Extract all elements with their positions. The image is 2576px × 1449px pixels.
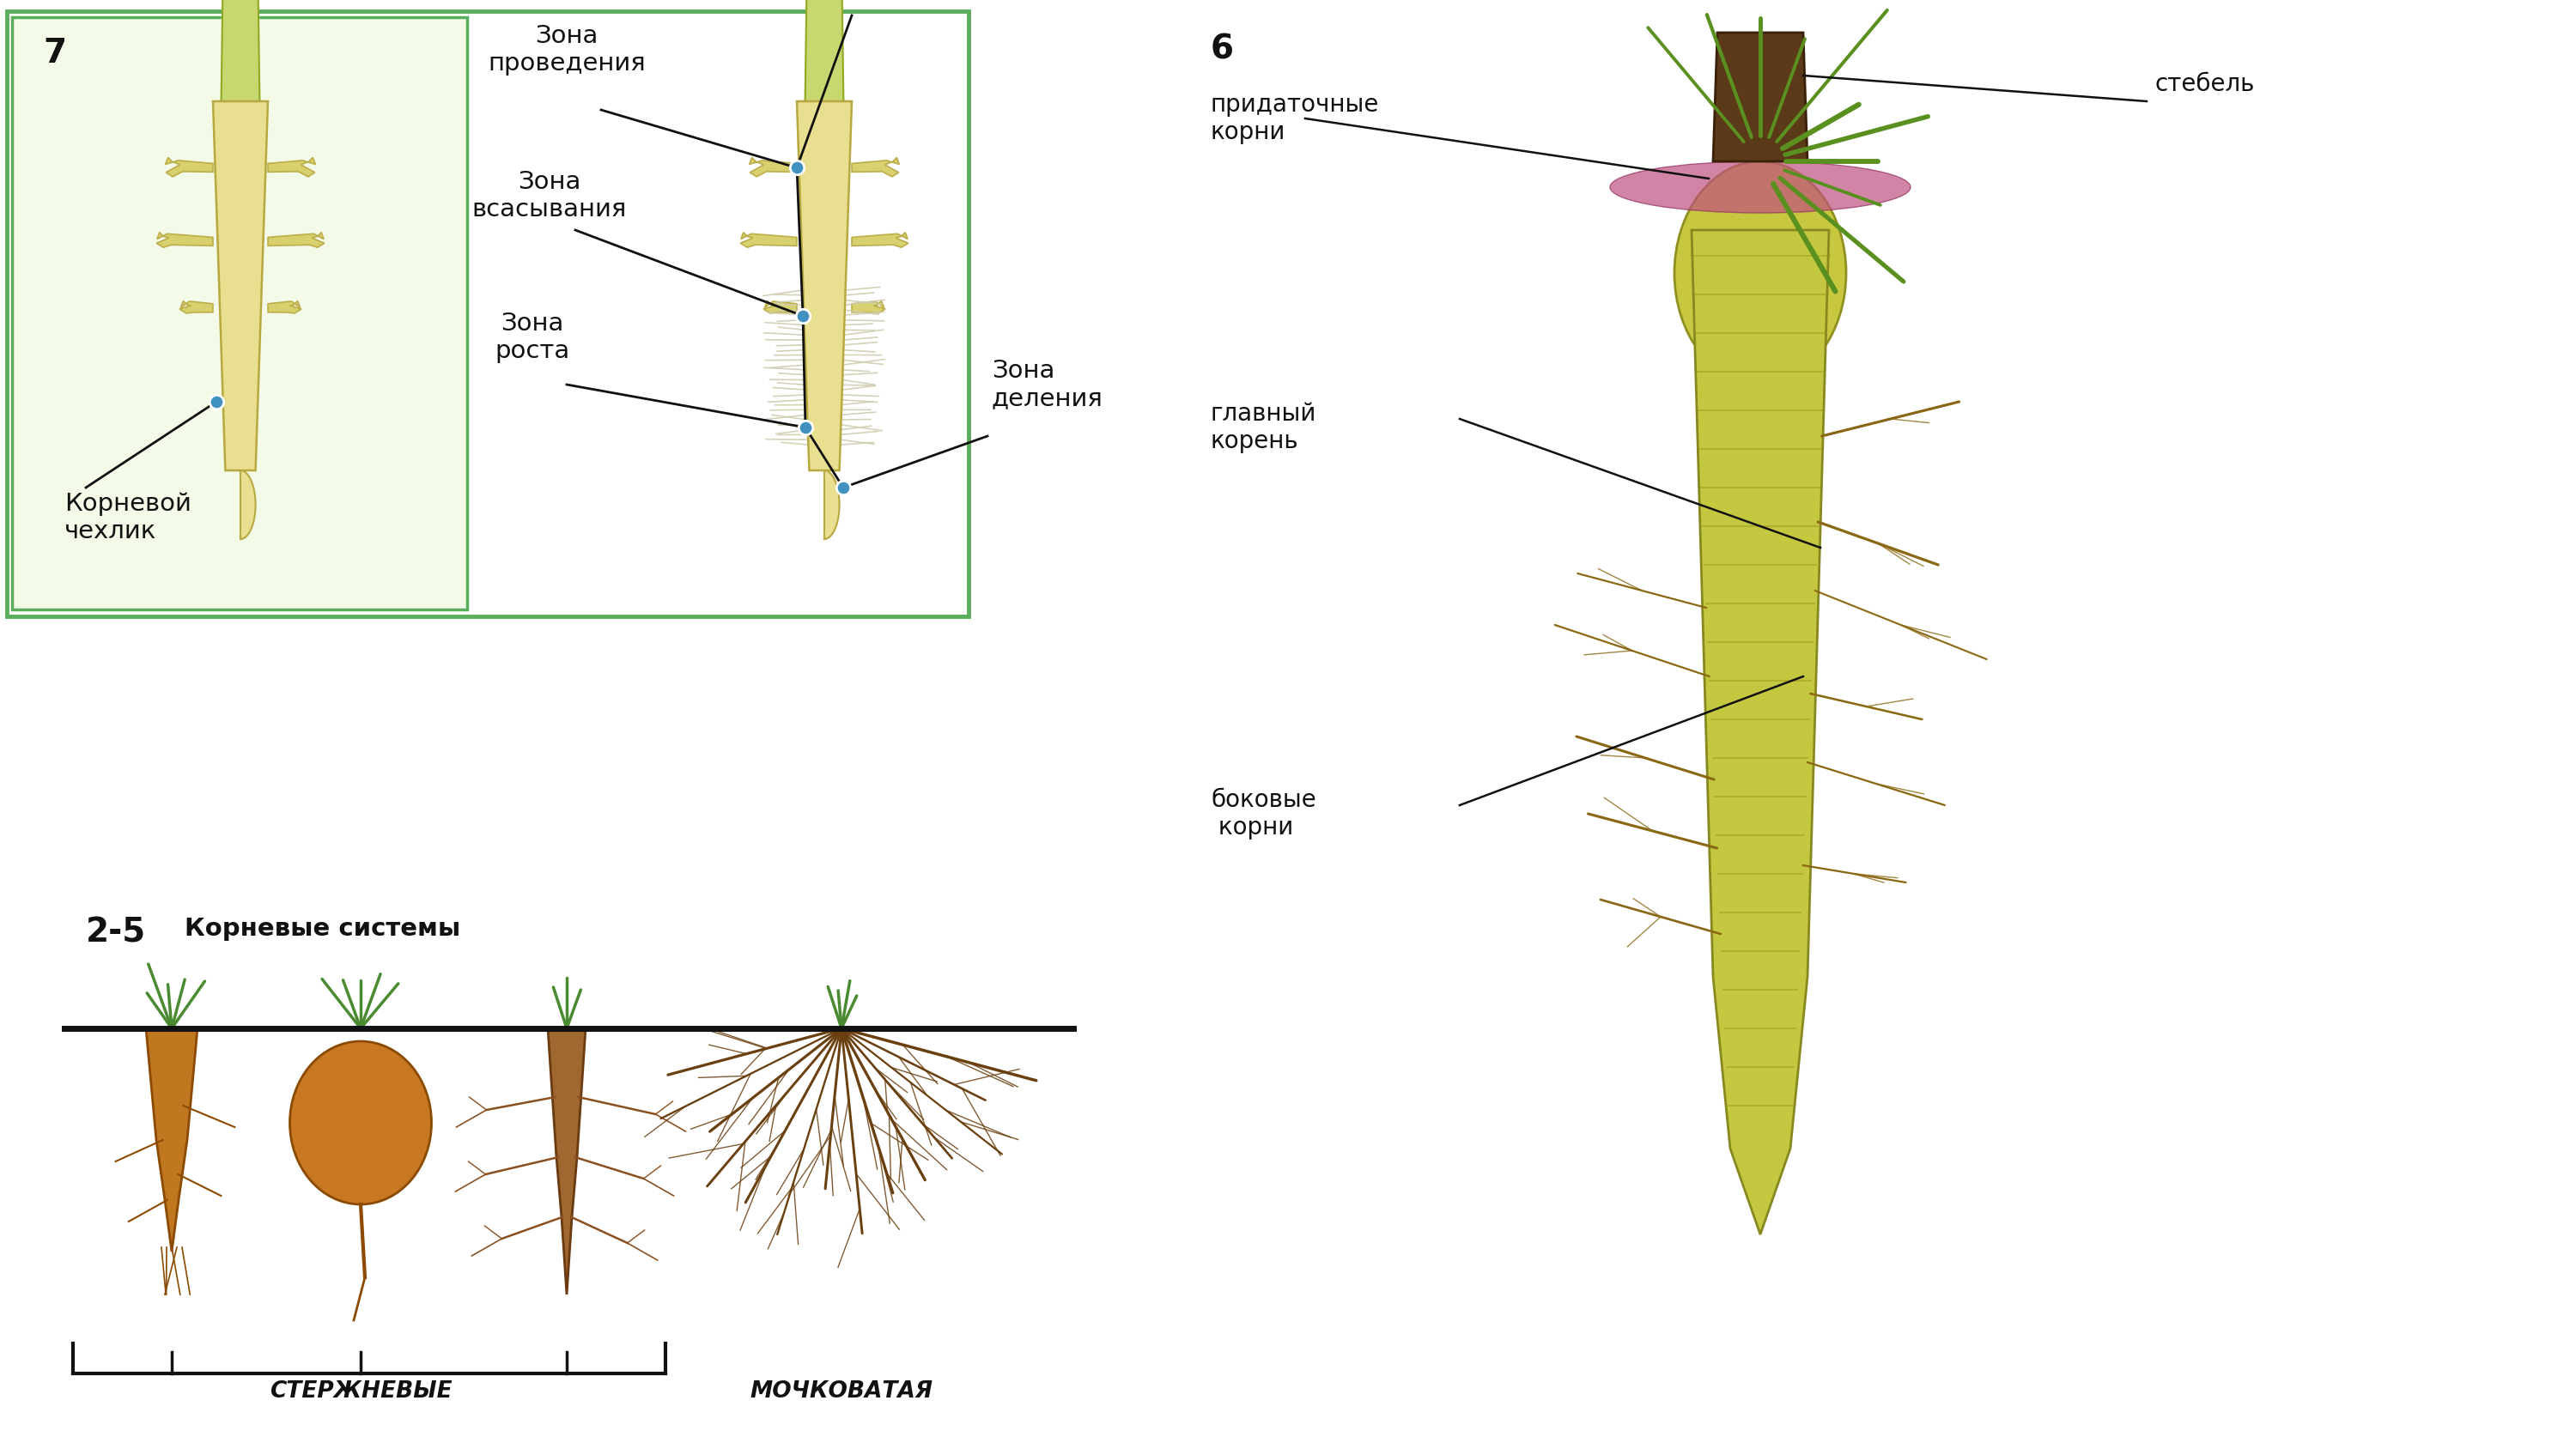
Polygon shape [1713, 33, 1808, 161]
Text: Зона
проведения: Зона проведения [487, 23, 647, 75]
Polygon shape [165, 158, 214, 177]
Polygon shape [157, 232, 214, 248]
Ellipse shape [1610, 161, 1911, 213]
Text: Корневые системы: Корневые системы [185, 917, 461, 940]
Polygon shape [147, 1029, 198, 1252]
Text: СТЕРЖНЕВЫЕ: СТЕРЖНЕВЫЕ [270, 1381, 451, 1403]
Text: стебель: стебель [2156, 72, 2254, 96]
Polygon shape [806, 0, 842, 101]
Polygon shape [750, 158, 796, 177]
Text: МОЧКОВАТАЯ: МОЧКОВАТАЯ [750, 1381, 933, 1403]
Polygon shape [1692, 230, 1829, 1235]
Text: Зона
деления: Зона деления [992, 358, 1103, 410]
Text: боковые
 корни: боковые корни [1211, 788, 1316, 840]
Point [783, 304, 824, 327]
Text: придаточные
корни: придаточные корни [1211, 93, 1378, 145]
Text: Корневой
чехлик: Корневой чехлик [64, 491, 191, 543]
FancyBboxPatch shape [13, 17, 466, 610]
Polygon shape [824, 471, 840, 539]
Polygon shape [739, 232, 796, 248]
Point [196, 390, 237, 413]
FancyBboxPatch shape [8, 12, 969, 616]
Polygon shape [240, 471, 255, 539]
Polygon shape [180, 301, 214, 313]
Text: Зона
роста: Зона роста [495, 312, 569, 364]
Text: 7: 7 [44, 36, 67, 70]
Text: 6: 6 [1211, 33, 1234, 65]
Text: 2-5: 2-5 [85, 917, 147, 949]
Polygon shape [853, 301, 886, 313]
Polygon shape [796, 101, 853, 471]
Text: Зона
всасывания: Зона всасывания [471, 170, 626, 222]
Ellipse shape [291, 1042, 433, 1204]
Polygon shape [268, 232, 325, 248]
Polygon shape [762, 301, 796, 313]
Polygon shape [268, 158, 314, 177]
Text: главный
корень: главный корень [1211, 401, 1316, 454]
Ellipse shape [1674, 161, 1847, 384]
Polygon shape [853, 232, 909, 248]
Point [775, 156, 817, 180]
Point [822, 475, 863, 498]
Polygon shape [268, 301, 301, 313]
Polygon shape [853, 158, 899, 177]
Polygon shape [222, 0, 260, 101]
Polygon shape [549, 1029, 585, 1294]
Polygon shape [214, 101, 268, 471]
Point [786, 416, 827, 439]
